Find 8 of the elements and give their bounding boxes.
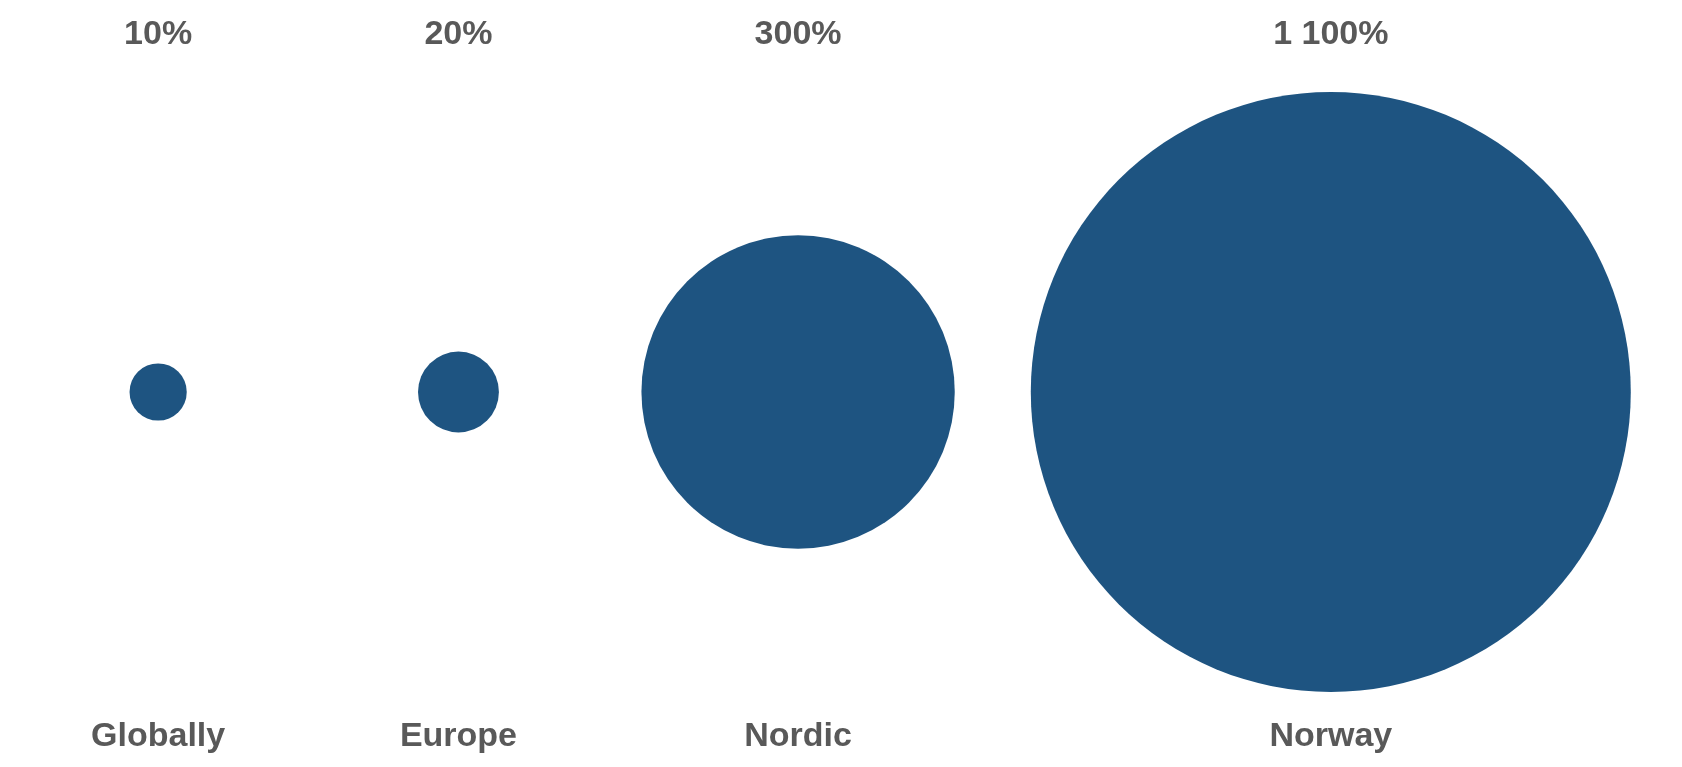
data-label: 10% xyxy=(124,13,193,51)
category-label: Nordic xyxy=(744,715,852,753)
data-label: 300% xyxy=(754,13,842,51)
category-label: Norway xyxy=(1269,715,1393,753)
category-label: Europe xyxy=(399,715,518,753)
data-label: 1 100% xyxy=(1273,13,1389,51)
data-label: 20% xyxy=(424,13,493,51)
category-label: Globally xyxy=(91,715,226,753)
